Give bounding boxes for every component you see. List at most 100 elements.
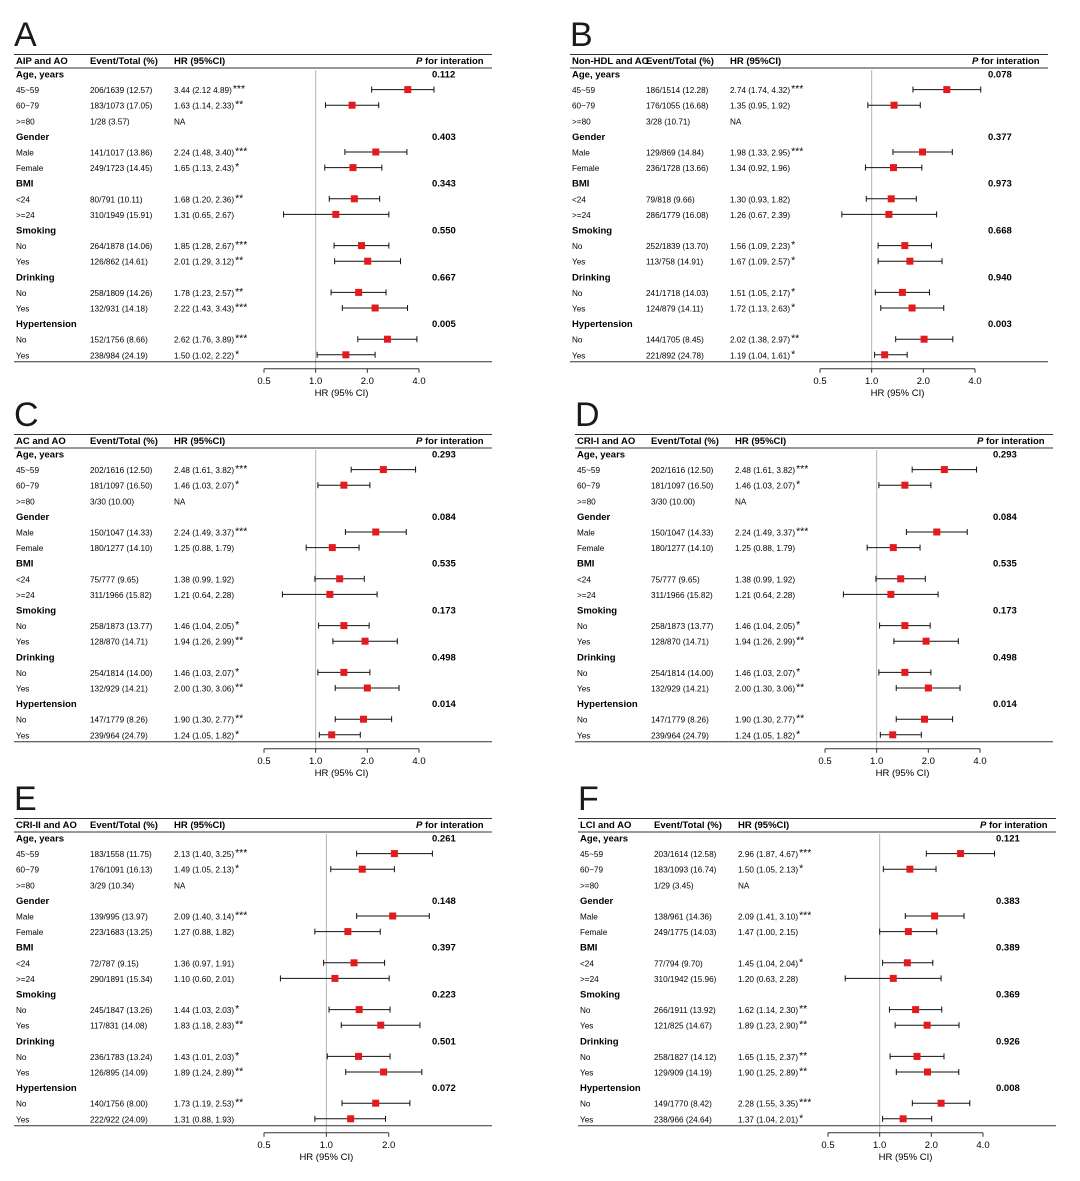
subgroup-header: Age, years — [572, 70, 620, 81]
x-axis-title: HR (95% CI) — [876, 768, 930, 779]
subgroup-header: Drinking — [580, 1036, 619, 1047]
significance-stars: ** — [235, 286, 243, 298]
p-interaction-value: 0.343 — [432, 179, 456, 190]
row-label: Yes — [577, 638, 590, 647]
subgroup-header: BMI — [16, 559, 33, 570]
event-total-cell: 150/1047 (14.33) — [90, 529, 153, 538]
event-total-cell: 79/818 (9.66) — [646, 195, 695, 204]
event-total-cell: 147/1779 (8.26) — [90, 716, 148, 725]
significance-stars: * — [796, 666, 800, 678]
x-axis-tick-label: 0.5 — [257, 376, 270, 387]
event-total-cell: 236/1728 (13.66) — [646, 164, 709, 173]
row-label: 60~79 — [580, 866, 603, 875]
header-p-for-interaction: P for interation — [977, 436, 1045, 447]
x-axis-tick-label: 1.0 — [320, 1140, 333, 1151]
p-interaction-value: 0.383 — [996, 896, 1020, 907]
event-total-cell: 126/862 (14.61) — [90, 258, 148, 267]
row-label: 60~79 — [577, 482, 600, 491]
row-label: Yes — [580, 1115, 593, 1124]
hr-point-marker — [348, 101, 356, 109]
event-total-cell: 311/1966 (15.82) — [651, 591, 713, 600]
x-axis-tick-label: 1.0 — [309, 756, 322, 767]
header-event-total: Event/Total (%) — [654, 820, 722, 831]
event-total-cell: 181/1097 (16.50) — [651, 482, 714, 491]
event-total-cell: 222/922 (24.09) — [90, 1115, 148, 1124]
row-label: Male — [16, 529, 34, 538]
row-label: Female — [577, 544, 605, 553]
significance-stars: * — [235, 666, 239, 678]
event-total-cell: 176/1055 (16.68) — [646, 102, 709, 111]
row-label: No — [16, 716, 27, 725]
p-interaction-value: 0.498 — [432, 652, 456, 663]
hr-point-marker — [358, 865, 366, 873]
subgroup-header: Drinking — [572, 272, 611, 283]
row-label: Male — [16, 149, 34, 158]
hr-point-marker — [924, 1068, 932, 1076]
hr-point-marker — [379, 466, 387, 474]
hr-ci-cell: NA — [735, 497, 747, 506]
hr-ci-cell: 1.30 (0.93, 1.82) — [730, 195, 790, 204]
significance-stars: ** — [235, 635, 243, 647]
event-total-cell: 77/794 (9.70) — [654, 959, 703, 968]
event-total-cell: 266/1911 (13.92) — [654, 1006, 716, 1015]
x-axis-title: HR (95% CI) — [315, 768, 369, 779]
hr-ci-cell: 1.63 (1.14, 2.33)** — [174, 99, 243, 111]
hr-point-marker — [372, 148, 380, 156]
hr-ci-cell: 1.46 (1.03, 2.07)* — [174, 666, 239, 678]
row-label: >=80 — [16, 497, 35, 506]
row-label: <24 — [16, 959, 30, 968]
event-total-cell: 132/929 (14.21) — [651, 685, 709, 694]
x-axis-tick-label: 1.0 — [873, 1140, 886, 1151]
header-event-total: Event/Total (%) — [90, 820, 158, 831]
header-p-for-interaction: P for interation — [416, 56, 484, 67]
row-label: 45~59 — [16, 850, 39, 859]
hr-ci-cell: NA — [738, 881, 750, 890]
hr-ci-cell: 1.38 (0.99, 1.92) — [174, 575, 234, 584]
subgroup-header: Smoking — [577, 606, 617, 617]
event-total-cell: 139/995 (13.97) — [90, 913, 148, 922]
subgroup-header: Age, years — [16, 70, 64, 81]
significance-stars: *** — [235, 146, 247, 158]
significance-stars: ** — [796, 682, 804, 694]
panel-B: B Non-HDL and AO Event/Total (%) HR (95%CI… — [570, 16, 1064, 402]
header-event-total: Event/Total (%) — [90, 436, 158, 447]
hr-point-marker — [940, 466, 948, 474]
hr-ci-cell: 1.35 (0.95, 1.92) — [730, 102, 790, 111]
row-label: <24 — [16, 575, 30, 584]
significance-stars: ** — [235, 1019, 243, 1031]
row-label: Yes — [16, 258, 29, 267]
hr-point-marker — [342, 351, 350, 359]
hr-point-marker — [937, 1099, 945, 1107]
hr-ci-cell: 1.45 (1.04, 2.04)* — [738, 956, 803, 968]
hr-ci-cell: 1.89 (1.23, 2.90)** — [738, 1019, 807, 1031]
p-interaction-value: 0.003 — [988, 319, 1012, 330]
hr-ci-cell: 1.94 (1.26, 2.99)** — [174, 635, 243, 647]
hr-point-marker — [887, 590, 895, 598]
event-total-cell: 183/1093 (16.74) — [654, 866, 717, 875]
hr-ci-cell: 2.74 (1.74, 4.32)*** — [730, 83, 803, 95]
hr-ci-cell: 1.51 (1.05, 2.17)* — [730, 286, 795, 298]
hr-point-marker — [903, 959, 911, 967]
hr-ci-cell: 2.48 (1.61, 3.82)*** — [174, 463, 247, 475]
hr-point-marker — [897, 575, 905, 583]
event-total-cell: 121/825 (14.67) — [654, 1022, 712, 1031]
p-interaction-value: 0.223 — [432, 990, 456, 1001]
hr-point-marker — [943, 86, 951, 94]
p-interaction-value: 0.389 — [996, 943, 1020, 954]
hr-ci-cell: 2.96 (1.87, 4.67)*** — [738, 847, 811, 859]
x-axis-tick-label: 2.0 — [382, 1140, 395, 1151]
event-total-cell: 3/30 (10.00) — [90, 497, 134, 506]
hr-point-marker — [340, 481, 348, 489]
p-interaction-value: 0.535 — [432, 559, 456, 570]
hr-point-marker — [881, 351, 889, 359]
hr-point-marker — [360, 715, 368, 723]
header-title: AIP and AO — [16, 56, 68, 67]
hr-point-marker — [349, 164, 357, 172]
hr-point-marker — [328, 731, 336, 739]
p-interaction-value: 0.084 — [432, 512, 456, 523]
row-label: No — [572, 242, 583, 251]
event-total-cell: 129/869 (14.84) — [646, 149, 704, 158]
event-total-cell: 3/30 (10.00) — [651, 497, 695, 506]
hr-ci-cell: 1.46 (1.03, 2.07)* — [735, 479, 800, 491]
hr-point-marker — [361, 637, 369, 645]
